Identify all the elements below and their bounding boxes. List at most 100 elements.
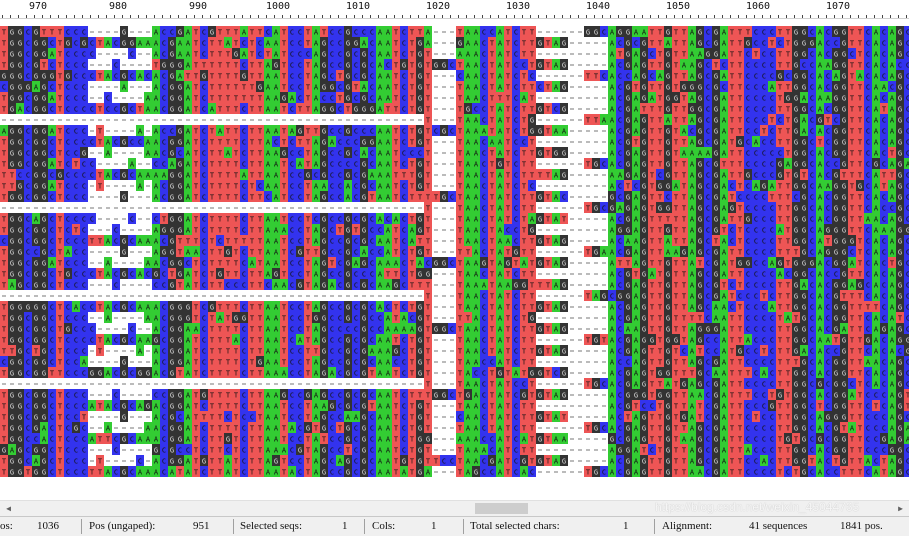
residue-cell[interactable] (112, 114, 120, 125)
residue-cell[interactable] (592, 191, 600, 202)
residue-cell[interactable] (96, 158, 104, 169)
residue-cell[interactable] (328, 114, 336, 125)
residue-cell[interactable] (136, 257, 144, 268)
residue-cell[interactable] (112, 158, 120, 169)
residue-cell[interactable] (96, 246, 104, 257)
residue-cell[interactable] (432, 81, 440, 92)
residue-cell[interactable] (144, 213, 152, 224)
residue-cell[interactable] (544, 48, 552, 59)
residue-cell[interactable] (208, 202, 216, 213)
residue-cell[interactable] (128, 92, 136, 103)
residue-cell[interactable] (432, 158, 440, 169)
residue-cell[interactable] (432, 213, 440, 224)
residue-cell[interactable] (432, 224, 440, 235)
residue-cell[interactable] (544, 224, 552, 235)
residue-cell[interactable] (576, 92, 584, 103)
residue-cell[interactable] (536, 48, 544, 59)
residue-cell[interactable] (552, 48, 560, 59)
residue-cell[interactable] (440, 180, 448, 191)
residue-cell[interactable] (144, 26, 152, 37)
residue-cell[interactable] (440, 114, 448, 125)
residue-cell[interactable] (432, 37, 440, 48)
residue-cell[interactable] (96, 114, 104, 125)
residue-cell[interactable] (144, 191, 152, 202)
residue-cell[interactable] (312, 202, 320, 213)
residue-cell[interactable] (592, 81, 600, 92)
residue-cell[interactable] (576, 70, 584, 81)
residue-cell[interactable] (600, 169, 608, 180)
residue-cell[interactable] (568, 235, 576, 246)
residue-cell[interactable] (264, 202, 272, 213)
residue-cell[interactable] (448, 103, 456, 114)
residue-cell[interactable] (88, 81, 96, 92)
residue-cell[interactable] (112, 125, 120, 136)
residue-cell[interactable] (600, 48, 608, 59)
residue-cell[interactable] (576, 202, 584, 213)
residue-cell[interactable] (600, 224, 608, 235)
residue-cell[interactable] (128, 147, 136, 158)
residue-cell[interactable] (536, 92, 544, 103)
residue-cell[interactable] (136, 147, 144, 158)
residue-cell[interactable] (16, 114, 24, 125)
residue-cell[interactable] (440, 224, 448, 235)
residue-cell[interactable] (576, 213, 584, 224)
residue-cell[interactable] (120, 48, 128, 59)
residue-cell[interactable] (16, 202, 24, 213)
residue-cell[interactable] (600, 191, 608, 202)
residue-cell[interactable] (432, 26, 440, 37)
residue-cell[interactable] (368, 202, 376, 213)
residue-cell[interactable] (552, 180, 560, 191)
residue-cell[interactable] (600, 136, 608, 147)
residue-cell[interactable] (112, 191, 120, 202)
residue-cell[interactable] (360, 202, 368, 213)
residue-cell[interactable] (576, 147, 584, 158)
residue-cell[interactable] (144, 180, 152, 191)
residue-cell[interactable] (544, 158, 552, 169)
residue-cell[interactable] (176, 202, 184, 213)
residue-cell[interactable] (384, 202, 392, 213)
residue-cell[interactable] (568, 81, 576, 92)
residue-cell[interactable] (0, 114, 8, 125)
residue-cell[interactable] (88, 147, 96, 158)
residue-cell[interactable] (592, 92, 600, 103)
residue-cell[interactable] (432, 147, 440, 158)
residue-cell[interactable] (448, 114, 456, 125)
residue-cell[interactable] (432, 235, 440, 246)
residue-cell[interactable] (176, 114, 184, 125)
residue-cell[interactable] (120, 257, 128, 268)
residue-cell[interactable] (144, 202, 152, 213)
residue-cell[interactable] (112, 213, 120, 224)
residue-cell[interactable] (128, 224, 136, 235)
residue-cell[interactable] (544, 136, 552, 147)
residue-cell[interactable] (88, 180, 96, 191)
residue-cell[interactable] (200, 202, 208, 213)
residue-cell[interactable] (584, 37, 592, 48)
residue-cell[interactable] (80, 114, 88, 125)
residue-cell[interactable] (136, 59, 144, 70)
residue-cell[interactable] (8, 202, 16, 213)
residue-cell[interactable] (584, 136, 592, 147)
residue-cell[interactable] (560, 26, 568, 37)
residue-cell[interactable] (600, 103, 608, 114)
residue-cell[interactable] (568, 136, 576, 147)
residue-cell[interactable] (288, 202, 296, 213)
residue-cell[interactable] (240, 202, 248, 213)
residue-cell[interactable] (576, 103, 584, 114)
residue-cell[interactable] (280, 114, 288, 125)
residue-cell[interactable] (264, 114, 272, 125)
residue-cell[interactable] (136, 114, 144, 125)
residue-cell[interactable] (184, 202, 192, 213)
residue-cell[interactable] (360, 114, 368, 125)
residue-cell[interactable] (448, 81, 456, 92)
residue-cell[interactable] (584, 147, 592, 158)
residue-cell[interactable] (144, 81, 152, 92)
residue-cell[interactable] (592, 180, 600, 191)
residue-cell[interactable] (448, 136, 456, 147)
residue-cell[interactable] (592, 125, 600, 136)
residue-cell[interactable] (136, 26, 144, 37)
residue-cell[interactable] (104, 26, 112, 37)
residue-cell[interactable] (120, 180, 128, 191)
residue-cell[interactable] (128, 191, 136, 202)
residue-cell[interactable] (448, 70, 456, 81)
residue-cell[interactable] (352, 202, 360, 213)
